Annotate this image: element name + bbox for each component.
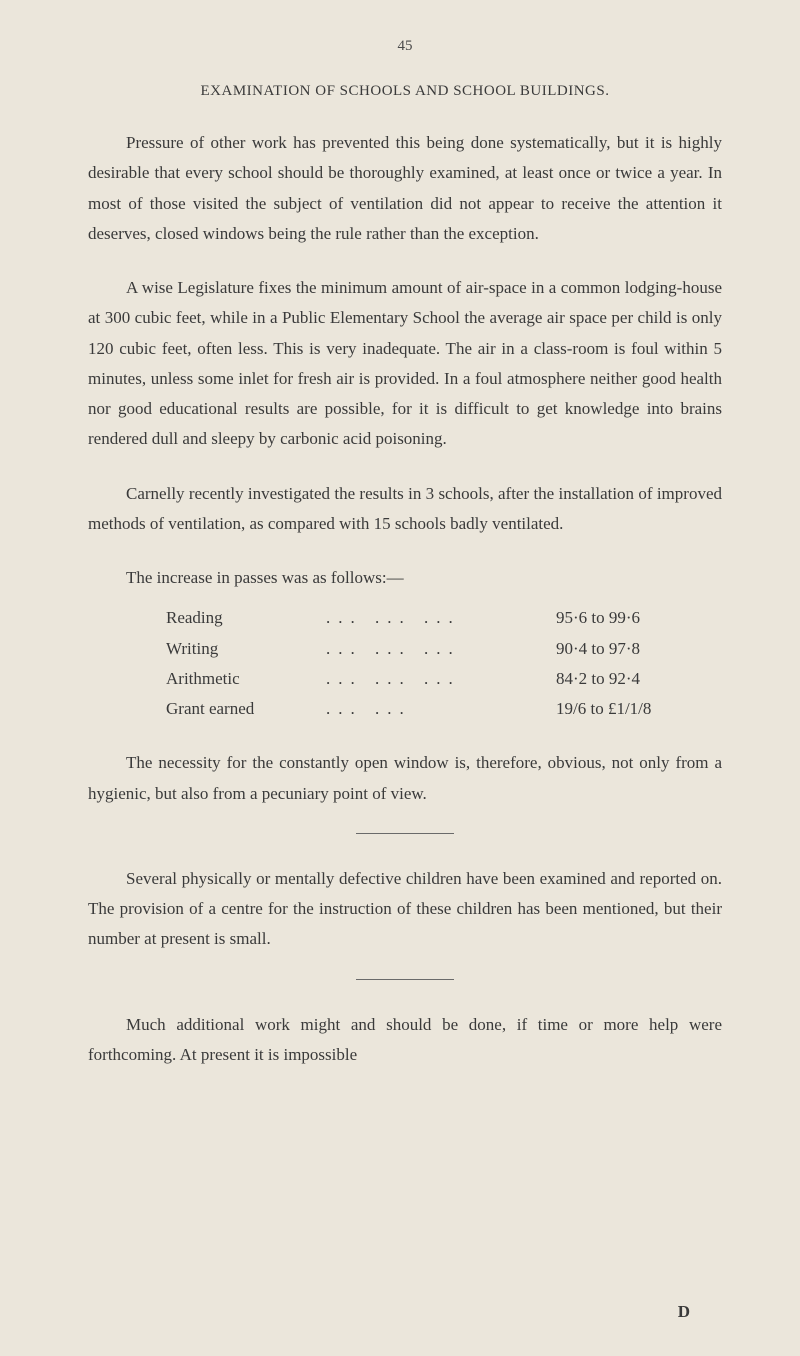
section-divider (356, 979, 454, 980)
page-signature-letter: D (678, 1302, 690, 1322)
pass-value: 84·2 to 92·4 (556, 664, 722, 694)
paragraph-2: A wise Legislature fixes the minimum amo… (88, 273, 722, 455)
pass-dots: ... ... ... (326, 603, 556, 633)
pass-row-reading: Reading ... ... ... 95·6 to 99·6 (166, 603, 722, 633)
passes-intro: The increase in passes was as follows:— (88, 563, 722, 593)
pass-row-arithmetic: Arithmetic ... ... ... 84·2 to 92·4 (166, 664, 722, 694)
page-number: 45 (88, 38, 722, 55)
pass-value: 95·6 to 99·6 (556, 603, 722, 633)
pass-dots: ... ... ... (326, 664, 556, 694)
pass-label: Writing (166, 634, 326, 664)
passes-list: Reading ... ... ... 95·6 to 99·6 Writing… (166, 603, 722, 724)
paragraph-6: Much additional work might and should be… (88, 1010, 722, 1071)
paragraph-5: Several physically or mentally defective… (88, 864, 722, 955)
pass-value: 90·4 to 97·8 (556, 634, 722, 664)
pass-row-grant: Grant earned ... ... 19/6 to £1/1/8 (166, 694, 722, 724)
pass-dots: ... ... (326, 694, 556, 724)
paragraph-1: Pressure of other work has prevented thi… (88, 128, 722, 249)
pass-label: Arithmetic (166, 664, 326, 694)
pass-label: Grant earned (166, 694, 326, 724)
paragraph-3: Carnelly recently investigated the resul… (88, 479, 722, 540)
paragraph-4: The necessity for the constantly open wi… (88, 748, 722, 809)
pass-dots: ... ... ... (326, 634, 556, 664)
pass-row-writing: Writing ... ... ... 90·4 to 97·8 (166, 634, 722, 664)
document-title: EXAMINATION OF SCHOOLS AND SCHOOL BUILDI… (88, 83, 722, 100)
section-divider (356, 833, 454, 834)
pass-value: 19/6 to £1/1/8 (556, 694, 722, 724)
pass-label: Reading (166, 603, 326, 633)
